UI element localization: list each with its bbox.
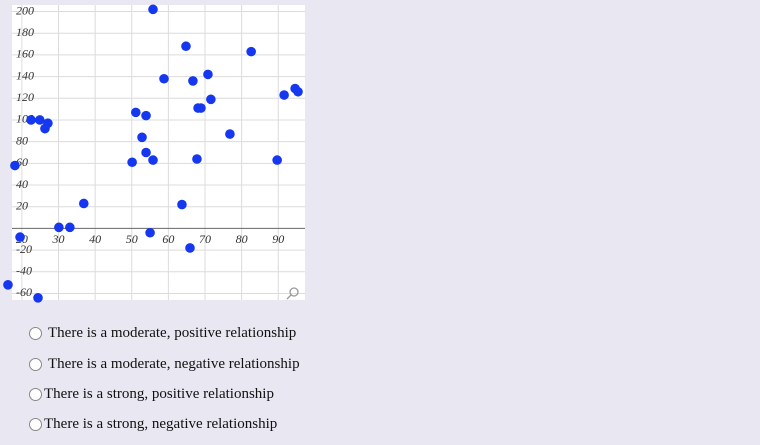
y-tick-label: 180 — [16, 25, 34, 39]
point — [246, 46, 256, 57]
point — [177, 199, 187, 210]
x-tick-label: 80 — [236, 232, 248, 246]
y-tick-label: -20 — [16, 242, 32, 256]
option[interactable]: There is a strong, positive relationship — [29, 384, 274, 404]
option-text: There is a strong, positive relationship — [44, 385, 274, 402]
x-tick-label: 60 — [162, 232, 174, 246]
option[interactable]: There is a moderate, negative relationsh… — [29, 354, 300, 374]
y-tick-label: 200 — [16, 3, 34, 17]
point — [145, 227, 155, 238]
point — [130, 107, 141, 118]
y-tick-label: 140 — [16, 68, 34, 82]
scatter-chart: 2030405060708090200180160140120100806040… — [3, 3, 305, 303]
point — [185, 243, 195, 253]
point — [33, 293, 43, 303]
x-tick-label: 40 — [89, 232, 101, 246]
point — [137, 132, 147, 143]
point — [159, 73, 169, 84]
point — [127, 157, 137, 168]
option[interactable]: There is a moderate, positive relationsh… — [29, 323, 296, 343]
option-text: There is a strong, negative relationship — [44, 415, 278, 432]
point — [192, 154, 202, 164]
point — [40, 123, 50, 134]
y-tick-label: 80 — [16, 133, 28, 147]
radio-button[interactable] — [29, 326, 42, 340]
point — [181, 41, 191, 52]
y-tick-label: 20 — [16, 198, 28, 212]
option[interactable]: There is a strong, negative relationship — [29, 414, 277, 434]
option-text: There is a moderate, positive relationsh… — [48, 324, 297, 341]
point — [203, 69, 213, 80]
point — [141, 147, 151, 158]
point — [26, 115, 36, 125]
point — [279, 90, 289, 100]
radio-button[interactable] — [29, 357, 42, 371]
radio-button[interactable] — [29, 417, 42, 431]
x-tick-label: 30 — [52, 232, 65, 246]
point — [141, 110, 151, 121]
point — [206, 94, 216, 105]
point — [148, 4, 158, 15]
y-tick-label: 160 — [16, 47, 34, 61]
y-tick-label: 40 — [16, 177, 28, 191]
y-tick-label: 120 — [16, 90, 34, 104]
point — [3, 280, 13, 290]
point — [148, 155, 158, 165]
point — [54, 222, 64, 233]
point — [78, 198, 89, 209]
zoom-icon[interactable] — [286, 287, 299, 300]
point — [188, 76, 198, 86]
point — [272, 155, 282, 165]
x-tick-label: 70 — [199, 232, 211, 246]
point — [65, 222, 75, 233]
y-tick-label: -60 — [16, 285, 32, 299]
x-tick-label: 50 — [126, 232, 138, 246]
radio-button[interactable] — [29, 387, 42, 401]
point — [225, 129, 235, 139]
option-text: There is a moderate, negative relationsh… — [48, 355, 300, 372]
point — [196, 103, 206, 113]
x-tick-label: 90 — [272, 232, 284, 246]
point — [10, 160, 20, 171]
point — [15, 232, 25, 242]
y-tick-label: -40 — [16, 264, 32, 278]
point — [35, 115, 45, 125]
plot-area — [12, 5, 305, 300]
point — [293, 86, 303, 97]
